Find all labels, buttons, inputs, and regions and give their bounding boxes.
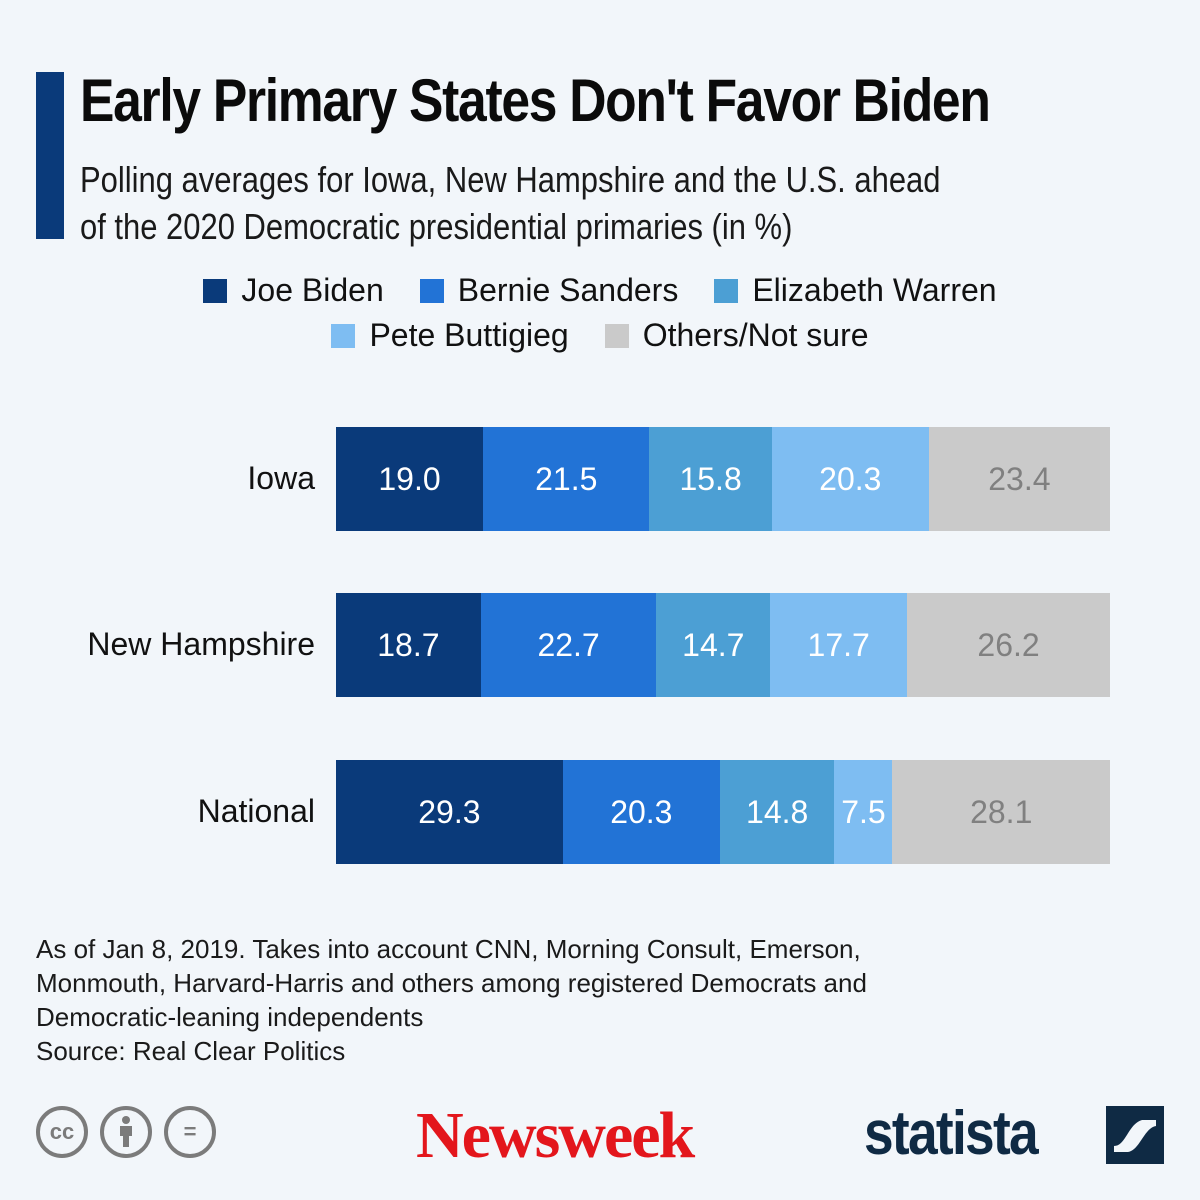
by-attribution-icon[interactable] [100,1106,152,1158]
row-label-new-hampshire: New Hampshire [87,626,315,662]
legend-label: Others/Not sure [642,317,869,353]
legend-row-2: Pete Buttigieg Others/Not sure [0,317,1200,354]
bar-segment-pete-buttigieg: 17.7 [770,593,908,697]
data-label: 17.7 [807,626,870,663]
footnote: As of Jan 8, 2019. Takes into account CN… [36,932,867,1068]
legend-label: Bernie Sanders [457,272,679,308]
newsweek-logo[interactable]: Newsweek [416,1099,695,1172]
legend-item-joe-biden: Joe Biden [203,272,384,309]
bar-segment-pete-buttigieg: 20.3 [771,427,929,531]
source-text: Source: Real Clear Politics [36,1036,346,1066]
bar-segment-pete-buttigieg: 7.5 [834,760,893,864]
no-derivatives-icon[interactable]: = [164,1106,216,1158]
row-label-national: National [197,793,315,829]
data-label: 20.3 [610,793,673,830]
footnote-line-1: As of Jan 8, 2019. Takes into account CN… [36,934,861,964]
bar-segment-bernie-sanders: 20.3 [562,760,720,864]
statista-logo-mark-icon [1106,1106,1164,1164]
bar-segment-joe-biden: 19.0 [336,427,484,531]
bar-segment-joe-biden: 18.7 [336,593,481,697]
bar-row-national: 29.3 20.3 14.8 7.5 28.1 [336,760,1110,864]
nd-icon-text: = [183,1119,197,1144]
data-label: 14.8 [746,793,809,830]
data-label: 14.7 [682,626,745,663]
bar-segment-joe-biden: 29.3 [336,760,563,864]
bar-segment-others-not-sure: 23.4 [928,427,1110,531]
license-icons: cc = [36,1106,216,1158]
legend-swatch [331,323,356,348]
data-label: 29.3 [418,793,481,830]
legend-item-others-not-sure: Others/Not sure [604,317,869,354]
bar-segment-bernie-sanders: 21.5 [483,427,650,531]
data-label: 7.5 [841,793,886,830]
legend-item-pete-buttigieg: Pete Buttigieg [331,317,569,354]
bar-segment-others-not-sure: 26.2 [907,593,1110,697]
legend-swatch [419,278,444,303]
cc-icon-text: cc [49,1119,75,1144]
legend-label: Joe Biden [241,272,384,308]
data-label: 18.7 [377,626,440,663]
footnote-line-2: Monmouth, Harvard-Harris and others amon… [36,968,867,998]
title-accent-bar [36,72,64,239]
row-label-iowa: Iowa [247,460,315,496]
bar-segment-elizabeth-warren: 15.8 [649,427,772,531]
legend-item-bernie-sanders: Bernie Sanders [419,272,679,309]
data-label: 19.0 [378,460,441,497]
statista-logo[interactable]: statista [864,1099,1039,1168]
legend-row-1: Joe Biden Bernie Sanders Elizabeth Warren [0,272,1200,309]
legend-swatch [714,278,739,303]
data-label: 15.8 [679,460,742,497]
chart-title: Early Primary States Don't Favor Biden [80,67,991,134]
cc-icon[interactable]: cc [36,1106,88,1158]
bar-row-iowa: 19.0 21.5 15.8 20.3 23.4 [336,427,1110,531]
bar-segment-bernie-sanders: 22.7 [480,593,657,697]
legend-swatch [203,278,228,303]
bar-segment-elizabeth-warren: 14.7 [656,593,771,697]
data-label: 20.3 [819,460,882,497]
legend-label: Elizabeth Warren [752,272,997,308]
legend-item-elizabeth-warren: Elizabeth Warren [714,272,997,309]
legend-swatch [604,323,629,348]
bar-segment-others-not-sure: 28.1 [892,760,1110,864]
data-label: 28.1 [970,793,1033,830]
bar-segment-elizabeth-warren: 14.8 [719,760,835,864]
bar-row-new-hampshire: 18.7 22.7 14.7 17.7 26.2 [336,593,1110,697]
data-label: 23.4 [988,460,1051,497]
subtitle-line-2: of the 2020 Democratic presidential prim… [80,206,793,247]
data-label: 26.2 [977,626,1040,663]
data-label: 22.7 [537,626,600,663]
subtitle-line-1: Polling averages for Iowa, New Hampshire… [80,159,941,200]
legend-label: Pete Buttigieg [369,317,569,353]
person-glyph [120,1116,132,1147]
chart-subtitle: Polling averages for Iowa, New Hampshire… [80,156,940,250]
data-label: 21.5 [535,460,598,497]
footnote-line-3: Democratic-leaning independents [36,1002,424,1032]
